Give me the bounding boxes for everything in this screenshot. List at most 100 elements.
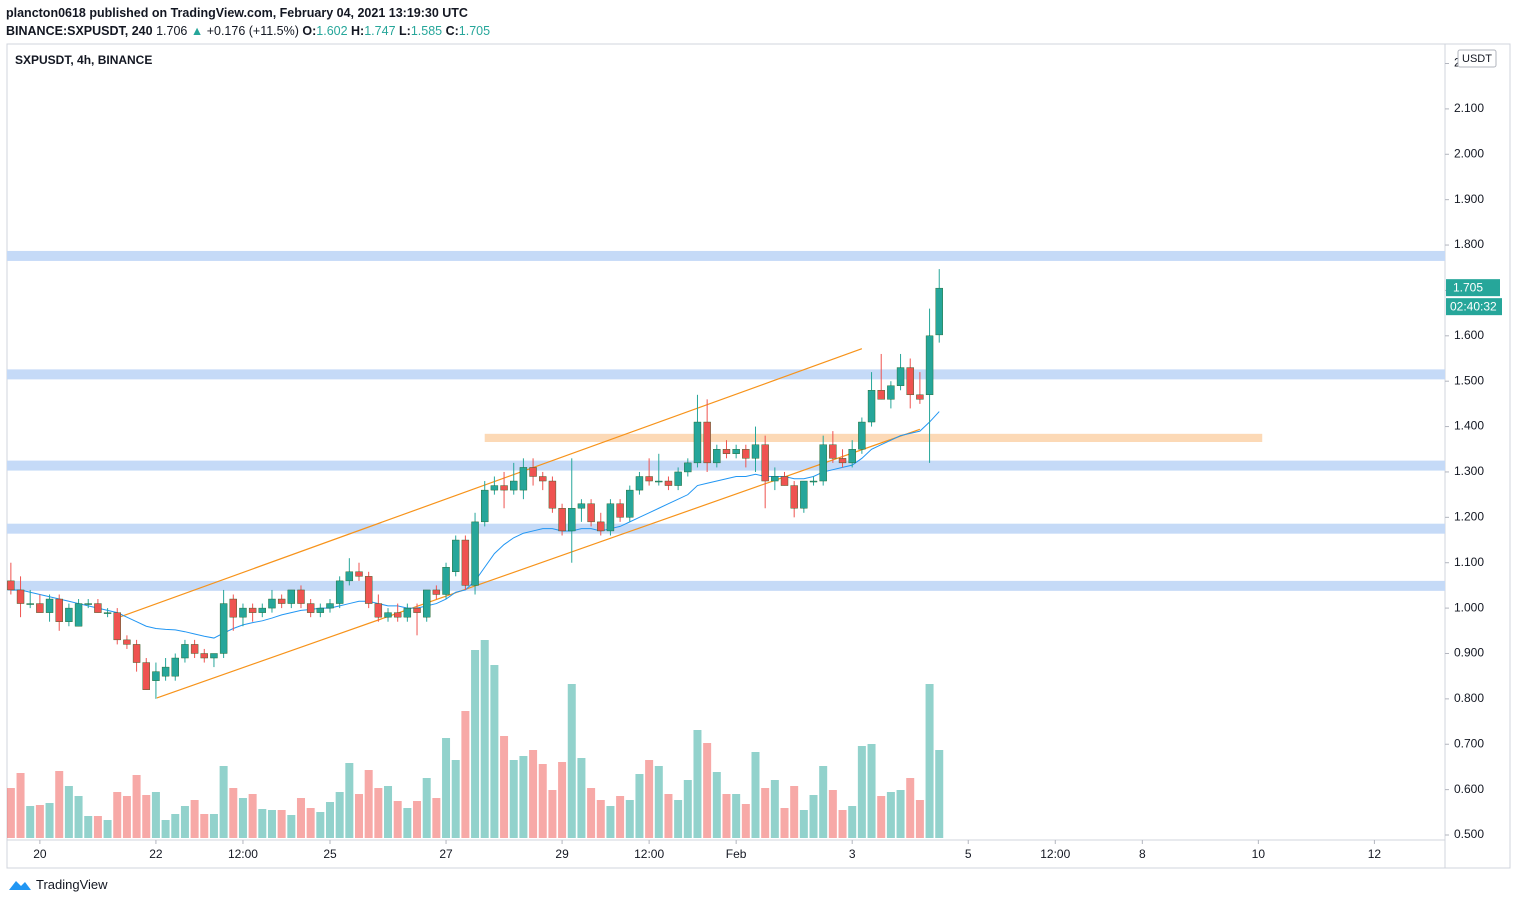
volume-bar [219, 766, 228, 838]
candle-body [287, 589, 296, 604]
candle-body [152, 671, 160, 681]
volume-bar [567, 684, 576, 838]
candle-body [568, 508, 576, 532]
volume-bar [664, 794, 673, 838]
candle-body [597, 521, 605, 532]
x-tick-label: 12:00 [634, 847, 664, 861]
candle-body [800, 480, 808, 509]
volume-bar [151, 792, 160, 838]
support-zone [7, 523, 1445, 534]
volume-bar [306, 808, 315, 838]
price-tag [1446, 279, 1500, 297]
ohlc-value: 1.705 [458, 24, 491, 38]
candle-body [442, 567, 450, 595]
candle-body [306, 603, 315, 613]
candle-body [664, 480, 673, 486]
candle-body [548, 480, 557, 509]
volume-bar [403, 808, 412, 838]
volume-bar [693, 730, 702, 838]
last: 1.706 [156, 24, 188, 38]
volume-bar [171, 814, 180, 838]
volume-bar [277, 810, 286, 838]
candle-body [887, 385, 895, 400]
candle-body [655, 480, 663, 483]
candle-body [297, 589, 305, 604]
y-tick-label: 1.400 [1454, 419, 1484, 433]
candle-body [190, 644, 199, 654]
volume-bar [93, 816, 102, 838]
candle-body [316, 607, 325, 613]
x-tick-label: Feb [726, 847, 747, 861]
support-zone [7, 460, 1445, 471]
candle-body [635, 476, 644, 491]
volume-bar [906, 778, 915, 838]
y-tick-label: 1.000 [1454, 600, 1484, 614]
candle-body [432, 589, 441, 595]
channel-line [156, 428, 921, 699]
volume-bar [7, 788, 15, 838]
volume-bar [74, 796, 83, 838]
candle-body [577, 503, 586, 509]
candle-body [848, 449, 856, 464]
candle-body [16, 589, 25, 604]
volume-bar [519, 756, 528, 838]
volume-bar [635, 774, 644, 838]
candle-body [335, 580, 344, 604]
volume-bar [296, 798, 305, 838]
candle-body [36, 603, 44, 613]
candle-body [703, 421, 711, 464]
supply-zone [484, 433, 1263, 442]
x-tick-label: 12:00 [228, 847, 258, 861]
volume-bar [654, 766, 663, 838]
candle-body [248, 607, 257, 613]
candle-body [925, 335, 934, 396]
volume-bar [355, 794, 364, 838]
candle-body [103, 612, 112, 614]
volume-bar [55, 771, 64, 838]
y-tick-label: 2.000 [1454, 146, 1484, 160]
candle-body [277, 598, 286, 604]
brand: TradingView [36, 877, 108, 892]
candle-body [171, 657, 179, 677]
support-zone [7, 369, 1445, 380]
candle-body [838, 458, 847, 464]
candle-body [877, 390, 885, 400]
candle-body [490, 485, 499, 491]
volume-bar [161, 820, 170, 838]
volume-bar [538, 764, 547, 838]
y-tick-label: 0.600 [1454, 782, 1484, 796]
candle-body [510, 480, 518, 491]
ohlc-label: H: [351, 24, 365, 38]
volume-bar [393, 801, 402, 838]
candle-body [529, 467, 537, 477]
frame [6, 43, 1511, 869]
x-tick-label: 29 [555, 847, 569, 861]
candle-body [326, 603, 334, 609]
candle-body [374, 603, 383, 618]
y-tick-label: 1.100 [1454, 555, 1484, 569]
volume-bar [809, 795, 818, 838]
volume-bar [316, 812, 325, 838]
candle-body [239, 607, 247, 618]
volume-bar [799, 810, 808, 838]
volume-bar [84, 816, 93, 838]
candle-body [161, 666, 170, 677]
volume-bar [113, 792, 122, 838]
candle-body [896, 367, 905, 386]
footer: TradingView [8, 877, 108, 892]
y-tick-label: 0.500 [1454, 827, 1484, 841]
volume-bar [238, 798, 247, 838]
volume-bar [925, 684, 934, 838]
volume-bar [838, 810, 847, 838]
volume-bar [848, 806, 857, 838]
plot [7, 250, 1445, 838]
channel-line [118, 348, 863, 618]
volume-bar [16, 773, 25, 838]
volume-bar [335, 792, 344, 838]
volume-bar [877, 796, 886, 838]
volume-bar [770, 780, 779, 838]
volume-bar [828, 790, 837, 838]
volume-bar [35, 805, 44, 838]
candle-body [7, 580, 15, 591]
volume-bar [64, 786, 73, 838]
